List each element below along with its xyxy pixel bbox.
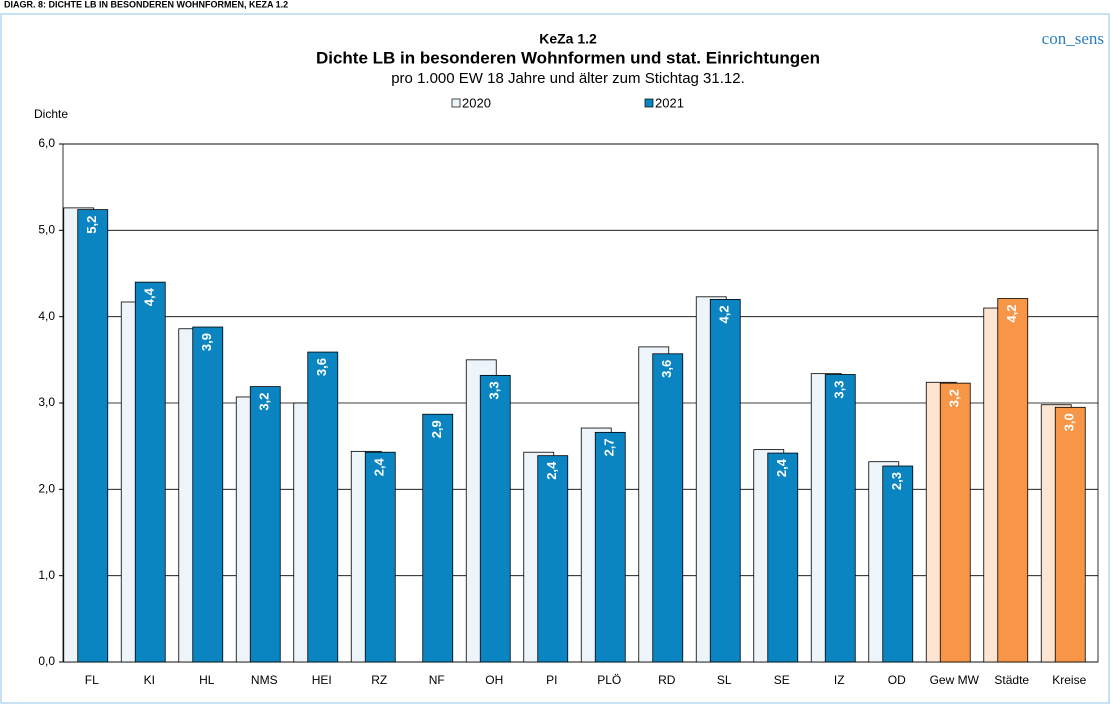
value-label: 3,2 bbox=[257, 393, 272, 411]
x-tick-label: KI bbox=[143, 673, 155, 687]
x-tick-label: Städte bbox=[994, 673, 1030, 687]
value-label: 2,4 bbox=[544, 461, 559, 480]
bar bbox=[537, 455, 569, 663]
bar bbox=[652, 353, 684, 663]
x-tick-label: HL bbox=[199, 673, 215, 687]
x-tick-label: Gew MW bbox=[929, 673, 979, 687]
bar bbox=[134, 281, 166, 663]
bar bbox=[824, 374, 856, 663]
bar bbox=[422, 413, 454, 663]
frame bbox=[0, 13, 1110, 704]
bar bbox=[364, 451, 396, 663]
bar bbox=[1054, 406, 1086, 663]
value-label: 2,9 bbox=[429, 420, 444, 438]
bar bbox=[997, 298, 1029, 663]
value-label: 3,6 bbox=[314, 358, 329, 376]
header: DIAGR. 8: DICHTE LB IN BESONDEREN WOHNFO… bbox=[4, 0, 288, 9]
legend-swatch bbox=[644, 98, 654, 108]
x-tick-label: IZ bbox=[833, 673, 845, 687]
x-tick-label: OH bbox=[485, 673, 504, 687]
bar bbox=[767, 452, 799, 663]
y-axis-label: Dichte bbox=[34, 107, 68, 121]
x-tick-label: SE bbox=[773, 673, 790, 687]
y-tick-label: 0,0 bbox=[38, 654, 55, 668]
bar bbox=[479, 374, 511, 663]
value-label: 2,4 bbox=[774, 458, 789, 477]
value-label: 3,6 bbox=[659, 360, 674, 378]
x-tick-label: SL bbox=[716, 673, 732, 687]
x-tick-label: RD bbox=[658, 673, 676, 687]
bar bbox=[77, 209, 109, 663]
x-tick-label: NF bbox=[428, 673, 445, 687]
plot-border bbox=[62, 143, 1099, 663]
legend-label: 2020 bbox=[462, 95, 491, 110]
bar bbox=[249, 386, 281, 663]
x-tick-label: NMS bbox=[250, 673, 278, 687]
legend-swatch bbox=[451, 98, 461, 108]
bar bbox=[594, 431, 626, 663]
value-label: 3,3 bbox=[487, 381, 502, 399]
x-tick-label: FL bbox=[84, 673, 99, 687]
bar bbox=[709, 298, 741, 663]
chart-subtitle: Dichte LB in besonderen Wohnformen und s… bbox=[316, 48, 820, 67]
x-tick-label: PLÖ bbox=[597, 673, 622, 687]
value-label: 3,3 bbox=[832, 381, 847, 399]
brand: con_sens bbox=[1042, 29, 1104, 48]
value-label: 4,2 bbox=[717, 305, 732, 323]
bar bbox=[307, 351, 339, 663]
value-label: 2,3 bbox=[889, 472, 904, 490]
chart-title: KeZa 1.2 bbox=[539, 31, 597, 47]
y-tick-label: 3,0 bbox=[38, 395, 55, 409]
chart-note: pro 1.000 EW 18 Jahre und älter zum Stic… bbox=[391, 70, 745, 87]
x-tick-label: OD bbox=[887, 673, 906, 687]
y-tick-label: 2,0 bbox=[38, 482, 55, 496]
y-tick-label: 6,0 bbox=[38, 136, 55, 150]
y-tick-label: 5,0 bbox=[38, 223, 55, 237]
value-label: 3,9 bbox=[199, 333, 214, 351]
value-label: 3,2 bbox=[947, 389, 962, 407]
value-label: 2,7 bbox=[602, 438, 617, 456]
value-label: 2,4 bbox=[372, 457, 387, 476]
value-label: 4,2 bbox=[1004, 305, 1019, 323]
x-tick-label: PI bbox=[546, 673, 558, 687]
value-label: 4,4 bbox=[142, 287, 157, 306]
y-tick-label: 1,0 bbox=[38, 568, 55, 582]
bar bbox=[192, 326, 224, 663]
value-label: 3,0 bbox=[1062, 413, 1077, 431]
x-tick-label: RZ bbox=[371, 673, 388, 687]
y-tick-label: 4,0 bbox=[38, 309, 55, 323]
bar bbox=[882, 465, 914, 663]
x-tick-label: HEI bbox=[311, 673, 332, 687]
value-label: 5,2 bbox=[84, 216, 99, 234]
legend-label: 2021 bbox=[655, 95, 684, 110]
bar bbox=[939, 382, 971, 663]
x-tick-label: Kreise bbox=[1052, 673, 1087, 687]
